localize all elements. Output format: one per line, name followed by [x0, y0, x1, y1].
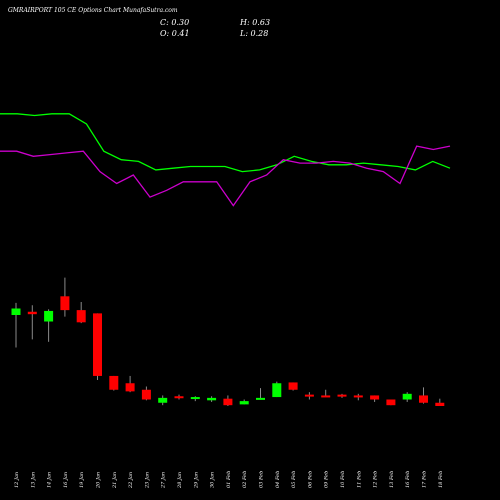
candle-body [125, 383, 135, 392]
candle-body [321, 395, 331, 398]
candle [11, 302, 21, 348]
candle [141, 386, 151, 401]
candle-body [11, 308, 21, 315]
candlesticks [11, 277, 445, 406]
x-tick-label: 22 Jan [128, 472, 134, 489]
x-tick-label: 28 Jan [177, 472, 183, 489]
candle-body [27, 311, 37, 315]
candle-body [158, 397, 168, 403]
x-tick-label: 23 Jan [144, 472, 150, 489]
x-tick-label: 13 Feb [389, 471, 395, 488]
candle [288, 382, 298, 391]
candle [223, 395, 233, 406]
candle [419, 387, 428, 404]
candle [60, 277, 70, 317]
low-label: L: 0.28 [239, 29, 268, 38]
x-tick-label: 14 Jan [47, 472, 53, 488]
high-label: H: 0.63 [239, 18, 270, 27]
candle [27, 305, 37, 340]
candle-body [402, 393, 412, 400]
candle-body [190, 397, 200, 400]
candle [190, 396, 200, 402]
candle-body [272, 383, 282, 398]
candle [93, 313, 102, 380]
candle [207, 396, 217, 402]
candle [109, 375, 119, 391]
candle-body [174, 396, 184, 399]
open-label: O: 0.41 [160, 29, 190, 38]
x-tick-label: 16 Feb [405, 471, 411, 488]
x-tick-label: 30 Jan [210, 472, 216, 488]
close-label: C: 0.30 [160, 18, 189, 27]
x-tick-label: 18 Feb [438, 471, 444, 488]
candle [239, 399, 249, 405]
candle-body [288, 382, 298, 390]
candle [402, 392, 412, 402]
x-tick-label: 17 Feb [422, 471, 428, 488]
x-tick-label: 21 Jan [112, 472, 118, 489]
candle-body [370, 395, 380, 400]
candle [44, 309, 54, 342]
candle [304, 392, 314, 400]
candle-body [353, 395, 363, 398]
x-tick-label: 02 Feb [242, 471, 248, 488]
green-line-series [0, 113, 451, 173]
chart-title: GMRAIRPORT 105 CE Options Chart MunafaSu… [8, 7, 178, 14]
candle [76, 302, 86, 324]
candle-body [207, 397, 217, 401]
overlay-lines [0, 113, 451, 207]
candle [353, 393, 363, 401]
x-tick-label: 19 Jan [79, 472, 85, 488]
candle [272, 381, 282, 398]
candle [370, 395, 380, 402]
candle-body [337, 394, 347, 397]
x-tick-label: 10 Feb [340, 471, 346, 488]
x-tick-label: 11 Feb [356, 471, 362, 488]
candle [125, 375, 135, 393]
candle [158, 395, 168, 406]
candle-body [386, 399, 396, 406]
candle-body [76, 310, 86, 323]
candle [386, 399, 396, 406]
candle [321, 389, 331, 398]
candle-body [60, 296, 70, 311]
candle-body [223, 398, 233, 406]
x-tick-label: 12 Jan [14, 472, 20, 488]
x-tick-label: 27 Jan [161, 472, 167, 489]
candle-body [419, 395, 428, 403]
x-tick-label: 12 Feb [373, 471, 379, 488]
candle [174, 394, 184, 400]
candle-body [93, 313, 102, 376]
x-tick-label: 16 Jan [63, 472, 69, 488]
x-tick-label: 29 Jan [193, 472, 199, 489]
candle-body [239, 401, 249, 405]
x-tick-label: 20 Jan [96, 472, 102, 489]
candle [435, 398, 445, 406]
candle-body [109, 375, 119, 390]
magenta-line-series [0, 145, 451, 207]
candle [256, 388, 265, 400]
x-tick-label: 09 Feb [324, 471, 330, 488]
x-tick-label: 13 Jan [30, 472, 36, 488]
candle-body [304, 394, 314, 397]
x-tick-label: 03 Feb [259, 471, 265, 488]
x-tick-label: 06 Feb [307, 471, 313, 488]
x-tick-label: 05 Feb [291, 471, 297, 488]
x-tick-label: 01 Feb [226, 471, 232, 488]
x-tick-label: 04 Feb [275, 471, 281, 488]
x-axis-ticks: 12 Jan 13 Jan 14 Jan 16 Jan 19 Jan 20 Jan 21 J… [14, 471, 444, 489]
candle-body [256, 397, 265, 400]
candle [337, 393, 347, 398]
candle-body [435, 402, 445, 406]
candle-body [141, 389, 151, 400]
candle-body [44, 310, 54, 322]
